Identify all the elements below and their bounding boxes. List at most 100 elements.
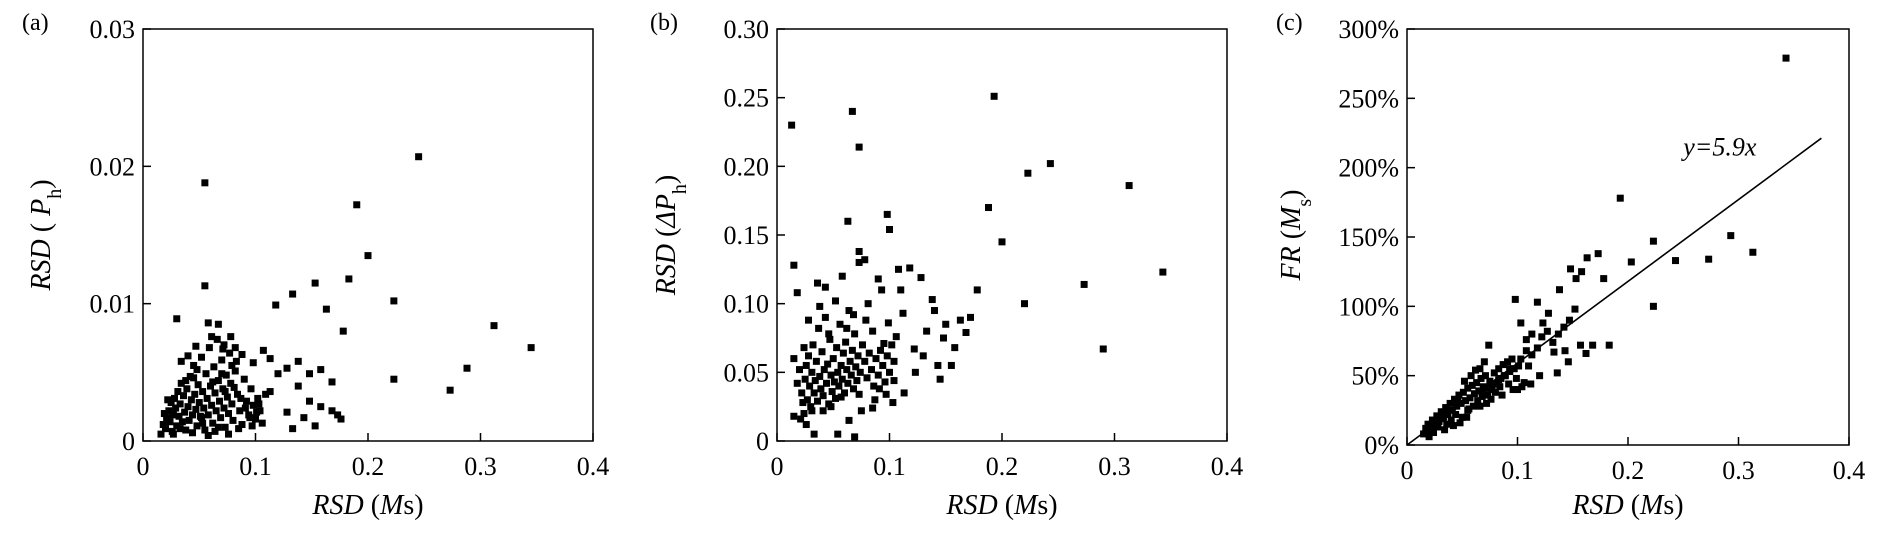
panel-a-data-point xyxy=(231,344,239,352)
panel-c-data-point xyxy=(1543,327,1551,335)
panel-b-data-point xyxy=(897,286,905,294)
panel-b-data-point xyxy=(821,283,829,291)
panel-b-data-point xyxy=(895,265,902,273)
panel-a-data-point xyxy=(173,315,181,323)
panel-a-data-point xyxy=(222,371,230,379)
panel-b-data-point xyxy=(859,341,866,349)
panel-b-data-point xyxy=(796,366,803,374)
panel-c-data-point xyxy=(1452,410,1460,418)
panel-c-data-point xyxy=(1464,384,1472,392)
panel-c-y-tick-label: 150% xyxy=(1338,223,1399,252)
panel-b-data-point xyxy=(844,379,852,387)
panel-c-data-point xyxy=(1477,374,1485,382)
panel-c-data-point xyxy=(1470,390,1478,398)
panel-c-data-point xyxy=(1469,402,1477,410)
panel-b-data-point xyxy=(967,313,974,321)
panel-b-data-point xyxy=(865,349,873,357)
panel-c-data-point xyxy=(1474,397,1482,405)
panel-b-y-tick-label: 0.05 xyxy=(724,358,770,387)
panel-a-data-point xyxy=(300,414,308,422)
panel-b-data-point xyxy=(837,393,845,401)
panel-a-y-tick-label: 0.01 xyxy=(90,290,136,319)
panel-b-data-point xyxy=(910,345,918,353)
panel-c-data-point xyxy=(1438,415,1446,423)
panel-a-data-point xyxy=(177,357,185,365)
panel-b-data-point xyxy=(962,329,970,337)
panel-a-data-point xyxy=(201,282,209,290)
panel-c-data-point xyxy=(1491,388,1499,396)
panel-b-data-point xyxy=(847,371,855,379)
panel-a-data-point xyxy=(322,305,330,313)
panel-c-data-point xyxy=(1466,394,1474,402)
panel-b-data-point xyxy=(830,378,838,386)
panel-c-data-point xyxy=(1458,413,1466,421)
panel-c-data-point xyxy=(1649,302,1657,310)
panel-b-data-point xyxy=(814,279,821,287)
panel-a-data-point xyxy=(213,335,221,343)
panel-a-data-point xyxy=(262,390,270,398)
panel-b-data-point xyxy=(828,388,836,396)
panel-c-y-tick-label: 0% xyxy=(1364,431,1399,460)
panel-a-data-point xyxy=(219,345,227,353)
panel-a-data-point xyxy=(211,389,219,397)
panel-c-data-point xyxy=(1567,265,1575,273)
panel-a-data-point xyxy=(328,407,336,415)
panel-a-data-point xyxy=(181,408,189,416)
panel-c-data-point xyxy=(1550,348,1558,356)
panel-c-data-point xyxy=(1443,420,1451,428)
panel-a-data-point xyxy=(306,370,313,378)
panel-c-data-point xyxy=(1705,255,1713,263)
panel-b-data-point xyxy=(973,286,981,294)
panel-b-data-point xyxy=(917,274,925,282)
panel-b-data-point xyxy=(790,261,798,269)
panel-a-data-point xyxy=(176,425,184,433)
panel-b-points xyxy=(788,92,1167,441)
panel-a-data-point xyxy=(353,201,361,209)
panel-a-data-point xyxy=(311,422,319,430)
panel-b-data-point xyxy=(862,316,870,324)
panel-b-data-point xyxy=(936,375,944,383)
panel-c-data-point xyxy=(1522,336,1530,344)
panel-a-data-point xyxy=(169,411,177,419)
panel-b-data-point xyxy=(833,344,841,352)
panel-a-data-point xyxy=(169,430,177,438)
panel-b-data-point xyxy=(911,368,919,376)
panel-c-data-point xyxy=(1472,366,1480,374)
panel-b-x-tick-label: 0.1 xyxy=(873,452,906,481)
panel-b-data-point xyxy=(850,385,857,393)
panel-a-data-point xyxy=(205,344,213,352)
panel-b-data-point xyxy=(877,346,884,354)
panel-c-data-point xyxy=(1424,420,1432,428)
panel-a-data-point xyxy=(259,346,267,354)
panel-c-data-point xyxy=(1473,379,1481,387)
panel-c-data-point xyxy=(1476,402,1484,410)
panel-c-data-point xyxy=(1437,408,1445,416)
panel-c-data-point xyxy=(1589,341,1597,349)
panel-a-data-point xyxy=(230,383,238,391)
panel-a-data-point xyxy=(289,290,297,298)
panel-b-x-tick-label: 0.4 xyxy=(1211,452,1244,481)
panel-b-data-point xyxy=(853,377,861,385)
panel-c-data-point xyxy=(1564,358,1572,366)
panel-b-ticks: 0 0.1 0.2 0.3 0.4 0 0.05 0.10 0.15 0.20 0.25 0.30 xyxy=(724,15,1244,481)
panel-a-data-point xyxy=(159,421,167,429)
panel-b-data-point xyxy=(843,324,851,332)
panel-b-data-point xyxy=(861,256,869,264)
panel-b-data-point xyxy=(899,309,907,317)
panel-a-data-point xyxy=(258,419,266,427)
panel-a-data-point xyxy=(199,419,207,427)
panel-a-y-tick-label: 0 xyxy=(122,427,135,456)
panel-c-data-point xyxy=(1510,365,1518,373)
panel-c-data-point xyxy=(1468,381,1476,389)
panel-b-data-point xyxy=(861,357,869,365)
panel-a-data-point xyxy=(204,319,212,327)
panel-b-data-point xyxy=(788,121,796,129)
panel-a-data-point xyxy=(192,405,200,413)
panel-a-data-point xyxy=(198,414,205,422)
panel-c-x-tick-label: 0.2 xyxy=(1612,456,1645,485)
panel-b-data-point xyxy=(947,361,955,369)
panel-a-data-point xyxy=(272,301,280,309)
panel-a-data-point xyxy=(221,388,229,396)
panel-c-data-point xyxy=(1459,388,1467,396)
panel-b-data-point xyxy=(810,430,818,438)
